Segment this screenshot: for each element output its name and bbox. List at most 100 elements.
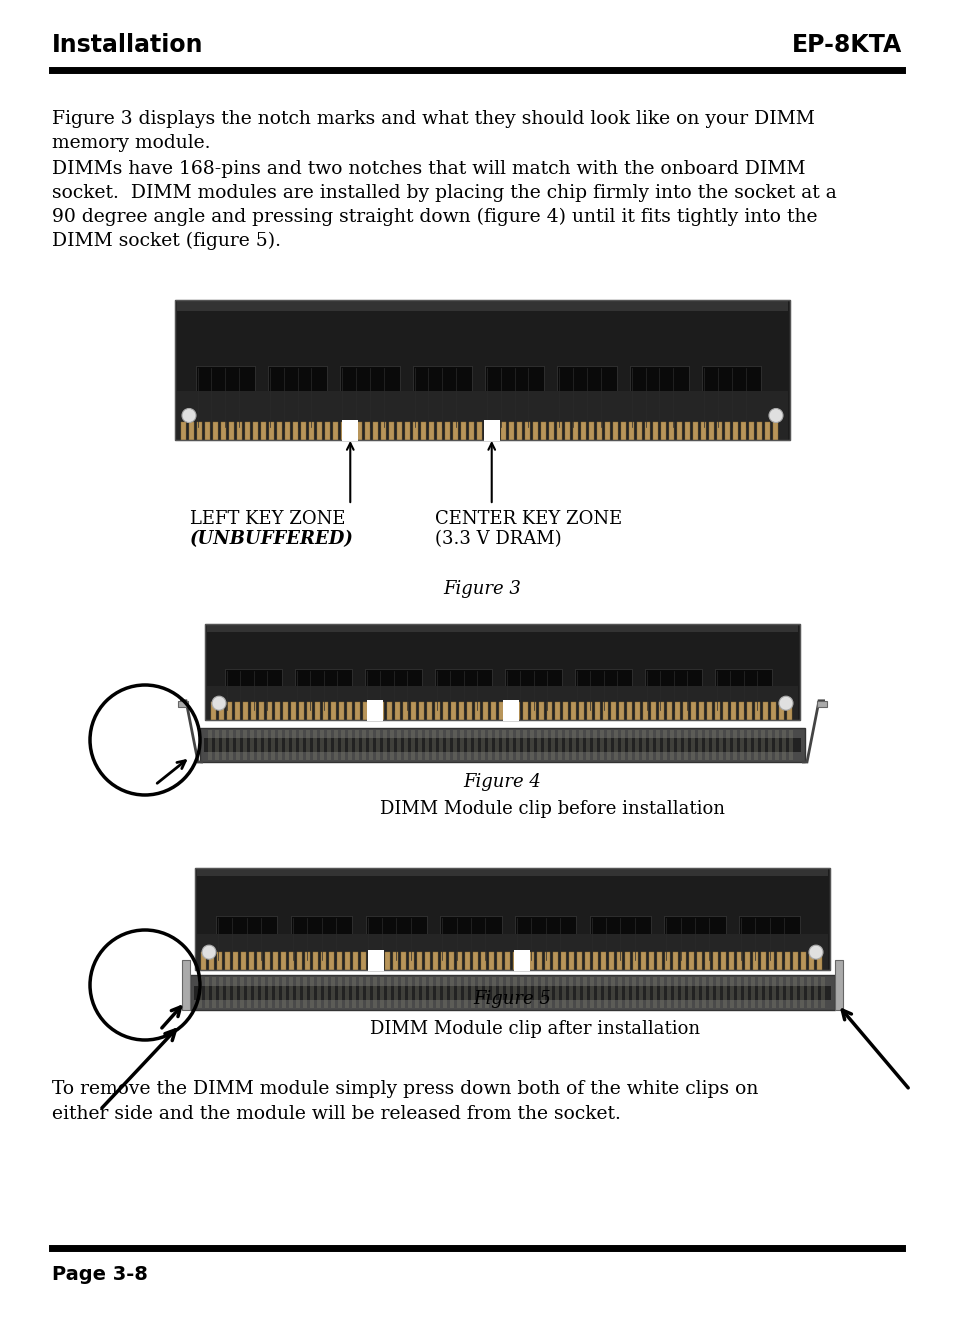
Bar [256,729,261,760]
Bar [303,977,307,1009]
Bar [659,701,664,720]
Bar [629,366,688,429]
Bar [600,953,606,970]
Bar [221,422,226,440]
Bar [379,977,384,1009]
Bar [684,422,690,440]
Bar [816,953,821,970]
Bar [196,868,827,876]
Bar [190,975,834,1010]
Bar [291,916,352,962]
Text: To remove the DIMM module simply press down both of the white clips on
either si: To remove the DIMM module simply press d… [52,1079,758,1124]
Bar [369,729,373,760]
Bar [784,953,790,970]
Bar [214,729,219,760]
Bar [760,729,764,760]
Bar [251,701,256,720]
Bar [236,422,242,440]
Bar [635,729,639,760]
Bar [568,977,573,1009]
Bar [348,729,352,760]
Bar [219,977,223,1009]
Bar [256,953,262,970]
Bar [722,977,726,1009]
Text: CENTER KEY ZONE: CENTER KEY ZONE [435,510,621,528]
Bar [604,422,610,440]
Bar [821,977,824,1009]
Bar [729,977,733,1009]
Bar [403,729,408,760]
Bar [433,953,438,970]
Circle shape [212,696,226,711]
Bar [599,729,603,760]
Bar [730,701,736,720]
Bar [816,701,826,707]
Bar [644,422,650,440]
Bar [575,669,632,712]
Bar [543,729,547,760]
Bar [438,729,442,760]
Bar [675,701,679,720]
Text: (UNBUFFERED): (UNBUFFERED) [190,530,354,548]
Bar [618,701,624,720]
Bar [564,729,568,760]
Bar [540,977,544,1009]
Bar [497,953,502,970]
Bar [770,701,776,720]
Bar [720,953,726,970]
Bar [416,953,422,970]
Bar [656,729,659,760]
Bar [584,953,590,970]
Bar [205,624,800,720]
Bar [555,701,560,720]
Bar [234,701,240,720]
Bar [429,422,434,440]
Bar [233,977,236,1009]
Bar [627,729,631,760]
Bar [739,701,743,720]
Bar [476,422,482,440]
Bar [477,977,481,1009]
Bar [323,701,328,720]
Bar [538,701,544,720]
Bar [704,729,708,760]
Bar [744,953,750,970]
Bar [277,729,282,760]
Bar [331,977,335,1009]
Bar [385,953,390,970]
Bar [313,729,316,760]
Bar [788,729,792,760]
Bar [320,953,326,970]
Bar [247,977,251,1009]
Bar [680,977,684,1009]
Bar [529,953,534,970]
Bar [493,422,498,440]
Bar [429,977,433,1009]
Bar [677,729,680,760]
Bar [421,977,426,1009]
Bar [289,953,294,970]
Bar [515,916,576,962]
Bar [732,422,738,440]
Bar [273,953,278,970]
Bar [415,977,418,1009]
Bar [253,422,258,440]
Bar [178,701,188,707]
Bar [774,729,779,760]
Bar [475,701,480,720]
Bar [546,701,552,720]
Bar [456,953,462,970]
Bar [540,422,546,440]
Bar [435,669,492,712]
Bar [492,977,496,1009]
Bar [305,953,310,970]
Bar [768,953,774,970]
Bar [483,420,499,441]
Text: LEFT KEY ZONE: LEFT KEY ZONE [190,510,345,528]
Bar [698,729,701,760]
Bar [293,422,298,440]
Text: DIMM Module clip before installation: DIMM Module clip before installation [379,800,724,818]
Bar [503,700,518,721]
Bar [373,422,378,440]
Bar [274,977,278,1009]
